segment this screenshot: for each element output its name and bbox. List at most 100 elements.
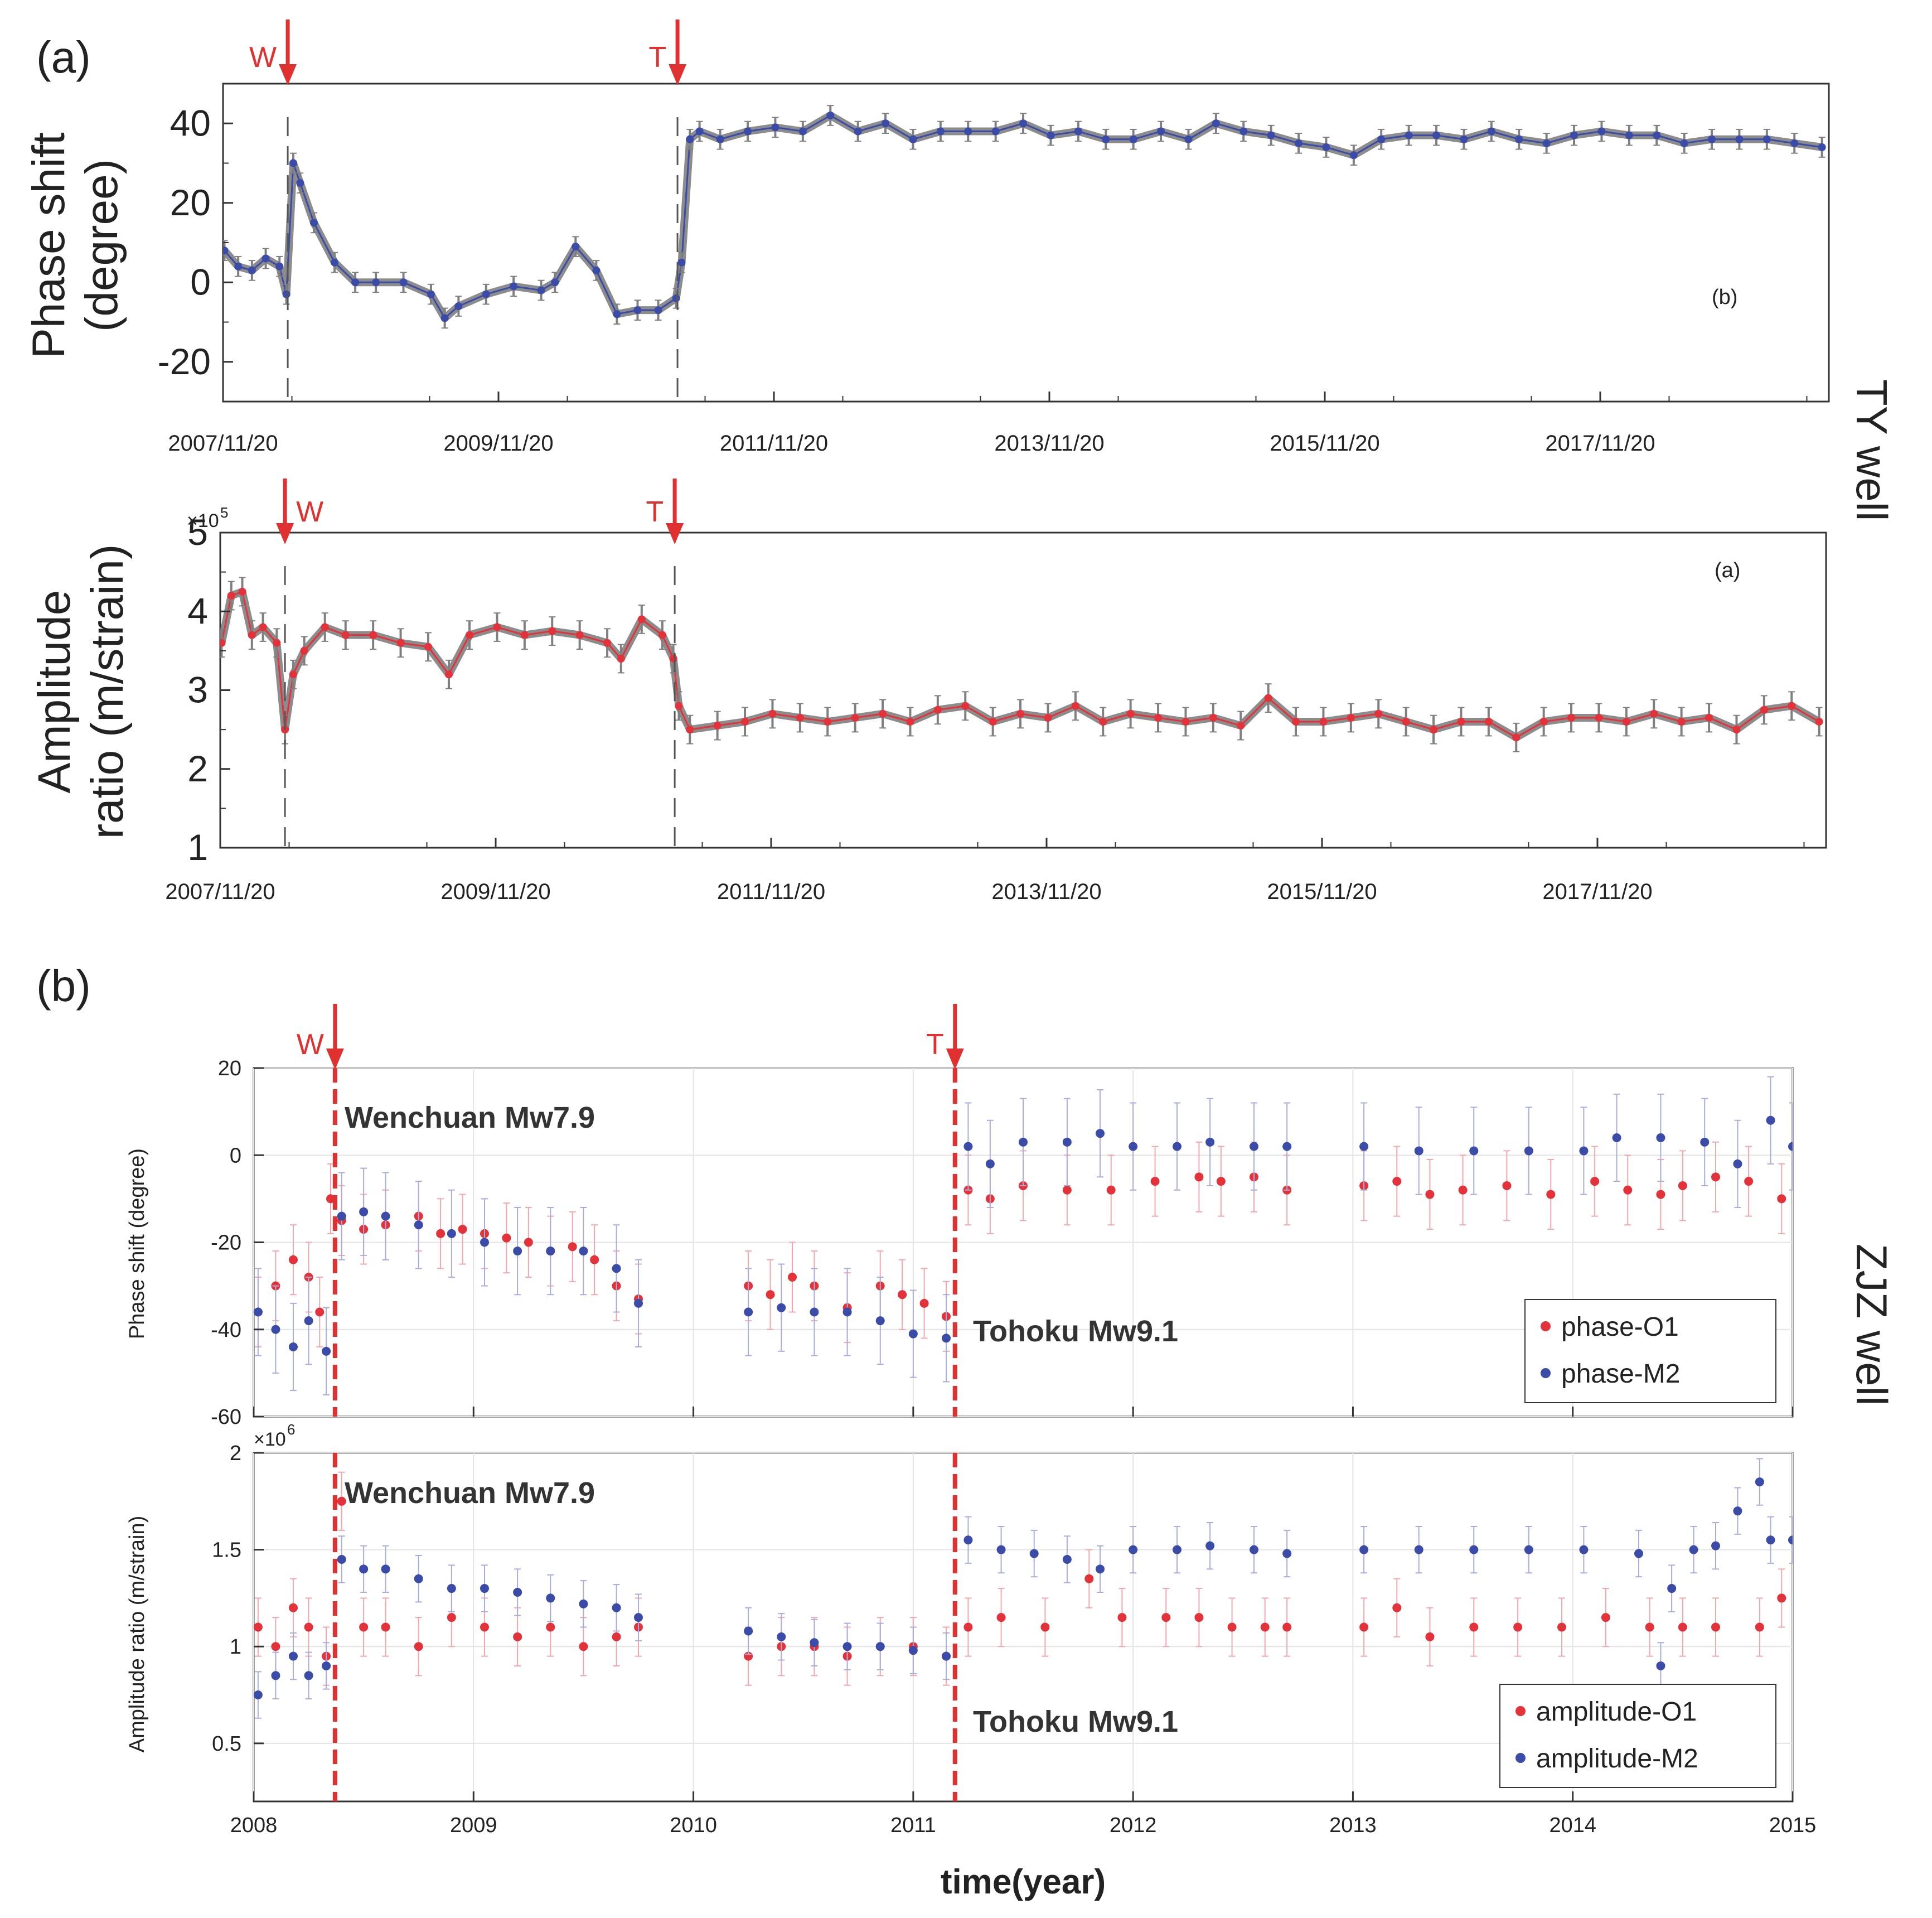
zjz-phase-phase-M2-point xyxy=(942,1334,951,1343)
zjz-xlabel: time(year) xyxy=(941,1863,1106,1901)
zjz-phase-phase-M2-point xyxy=(546,1247,555,1256)
zjz-amp-amplitude-M2-point xyxy=(1359,1545,1369,1554)
zjz-amp-amplitude-O1-point xyxy=(1513,1622,1523,1632)
zjz-phase-axes: -60 -40 -20 0 20 xyxy=(211,1057,1794,1429)
zjz-phase-ytick-label-4: 20 xyxy=(218,1057,241,1080)
event-markers: W T W T W T xyxy=(249,20,964,1070)
zjz-phase-ytick-label-0: -60 xyxy=(211,1405,241,1429)
zjz-amp-amplitude-M2-point xyxy=(1129,1545,1138,1554)
ty-phase-phase-shift-point xyxy=(1377,135,1386,143)
zjz-phase-phase-M2-point xyxy=(1524,1146,1533,1156)
ty-amp-xtick-label-1: 2009/11/20 xyxy=(440,880,550,904)
zjz-phase-phase-M2-point xyxy=(842,1307,852,1317)
zjz-amp-amplitude-M2-point xyxy=(963,1535,973,1545)
ty-phase-phase-shift-point xyxy=(592,266,601,274)
ty-amp-amplitude-ratio-point xyxy=(1099,718,1107,726)
ty-amp-amplitude-ratio-point xyxy=(1209,713,1217,722)
ty-amp-amplitude-ratio-point xyxy=(879,709,887,718)
zjz-amp-legend-o1: amplitude-O1 xyxy=(1536,1697,1697,1727)
ty-phase-phase-shift-point xyxy=(482,290,490,298)
zjz-amp-amplitude-M2-point xyxy=(810,1638,819,1648)
ty-amp-ytick-label-4: 5 xyxy=(187,511,208,553)
ty-phase-chart: -20 0 20 40 2007/11/20 2009/11/20 2011/11/20 20… xyxy=(23,83,1830,456)
ty-phase-phase-shift-point xyxy=(1019,119,1028,128)
ty-amp-amplitude-ratio-point xyxy=(1705,713,1713,722)
ty-phase-phase-shift-point xyxy=(248,266,256,274)
ty-amp-amplitude-ratio-point xyxy=(1732,726,1741,734)
ty-amp-amplitude-ratio-point xyxy=(1292,718,1300,726)
ty-amp-amplitude-ratio-point xyxy=(341,631,350,639)
zjz-phase-legend-box xyxy=(1524,1299,1776,1403)
zjz-phase-phase-O1-point xyxy=(590,1255,599,1264)
ty-amp-amplitude-ratio-point xyxy=(248,631,256,639)
zjz-amp-amplitude-M2-point xyxy=(1766,1535,1775,1545)
zjz-amp-amplitude-M2-point xyxy=(304,1671,313,1680)
ty-amp-amplitude-ratio-point xyxy=(520,631,529,639)
zjz-phase-ytick-label-3: 0 xyxy=(230,1144,241,1167)
ty-amp-amplitude-ratio-point xyxy=(300,646,308,655)
ty-amp-amplitude-ratio-point xyxy=(466,631,474,639)
ty-amp-amplitude-ratio-point xyxy=(768,709,777,718)
zjz-amp-amplitude-O1-point xyxy=(1678,1622,1687,1632)
ty-phase-phase-shift-point xyxy=(510,282,518,291)
ty-amp-amplitude-ratio-point xyxy=(1264,694,1272,702)
ty-phase-phase-shift-point xyxy=(572,243,580,251)
ty-phase-xtick-label-2: 2011/11/20 xyxy=(720,431,828,456)
ty-phase-xtick-label-3: 2013/11/20 xyxy=(994,431,1104,456)
ty-amp-xtick-label-3: 2013/11/20 xyxy=(991,880,1101,904)
ty-phase-phase-shift-point xyxy=(1129,135,1137,143)
ty-phase-phase-shift-point xyxy=(1432,131,1441,139)
ty-amp-event-label-0: W xyxy=(296,496,323,528)
zjz-phase-phase-M2-point xyxy=(1766,1115,1775,1125)
zjz-amp-amplitude-O1-point xyxy=(513,1632,522,1641)
ty-amp-amplitude-ratio-point xyxy=(1567,713,1576,722)
ty-amp-amplitude-ratio-point xyxy=(824,718,832,726)
zjz-phase-wenchuan-label: Wenchuan Mw7.9 xyxy=(345,1101,595,1134)
ty-amp-axes: 1 2 3 4 5 2007/11/20 2009/11/20 2011/11/20 2013/… xyxy=(165,511,1805,904)
zjz-amp-amplitude-O1-point xyxy=(1425,1632,1435,1641)
zjz-amp-xtick-label-7: 2015 xyxy=(1769,1814,1817,1837)
ty-amp-amplitude-ratio-point xyxy=(1512,733,1521,742)
ty-phase-phase-shift-point xyxy=(1239,127,1248,136)
zjz-amp-xtick-label-5: 2013 xyxy=(1329,1814,1377,1837)
ty-phase-phase-shift-point xyxy=(537,286,545,294)
ty-phase-phase-shift-point xyxy=(686,135,694,143)
ty-phase-phase-shift-point xyxy=(936,127,945,136)
zjz-amp-amplitude-M2-point xyxy=(634,1613,643,1622)
ty-amp-amplitude-ratio-point xyxy=(1815,718,1823,726)
zjz-phase-legend-o1: phase-O1 xyxy=(1561,1312,1679,1342)
ty-phase-ytick-label-3: 40 xyxy=(170,102,211,143)
zjz-phase-phase-M2-point xyxy=(1700,1137,1710,1147)
zjz-amp-amplitude-M2-point xyxy=(1656,1661,1665,1670)
zjz-phase-phase-O1-point xyxy=(1106,1185,1116,1195)
zjz-amp-amplitude-M2-point xyxy=(875,1642,885,1651)
zjz-phase-phase-O1-point xyxy=(898,1290,907,1299)
ty-phase-phase-shift-point xyxy=(1074,127,1082,136)
zjz-amp-amplitude-O1-point xyxy=(414,1642,423,1651)
zjz-amp-amplitude-O1-point xyxy=(381,1622,390,1632)
ty-phase-phase-shift-point xyxy=(1542,139,1551,147)
ty-phase-phase-shift-point xyxy=(1405,131,1413,139)
zjz-phase-phase-M2-point xyxy=(1359,1142,1369,1151)
ty-amp-event-arrowhead-1 xyxy=(666,523,684,544)
zjz-amp-amplitude-M2-point xyxy=(1579,1545,1589,1554)
ty-phase-event-arrowhead-1 xyxy=(669,64,687,85)
panel-label-b: (b) xyxy=(36,961,91,1011)
zjz-amp-amplitude-O1-point xyxy=(1260,1622,1270,1632)
zjz-amp-legend-m2-marker xyxy=(1515,1753,1526,1763)
zjz-well-label: ZJZ well xyxy=(1847,1244,1896,1405)
ty-amp-amplitude-ratio-point xyxy=(933,706,942,714)
zjz-amp-amplitude-O1-point xyxy=(337,1496,346,1506)
ty-amp-event-arrowhead-0 xyxy=(276,523,294,544)
ty-phase-phase-shift-point xyxy=(695,127,704,136)
zjz-amp-sci-base: ×10 xyxy=(254,1429,286,1450)
zjz-amp-amplitude-O1-point xyxy=(1161,1613,1171,1622)
ty-amp-amplitude-ratio-point xyxy=(1374,709,1383,718)
ty-phase-event-arrowhead-0 xyxy=(279,64,297,85)
zjz-amp-amplitude-M2-point xyxy=(1062,1554,1072,1564)
zjz-phase-phase-M2-point xyxy=(288,1342,298,1351)
zjz-amp-amplitude-O1-point xyxy=(1645,1622,1654,1632)
zjz-amp-ytick-label-3: 2 xyxy=(230,1442,241,1465)
zjz-amp-amplitude-M2-point xyxy=(942,1651,951,1661)
